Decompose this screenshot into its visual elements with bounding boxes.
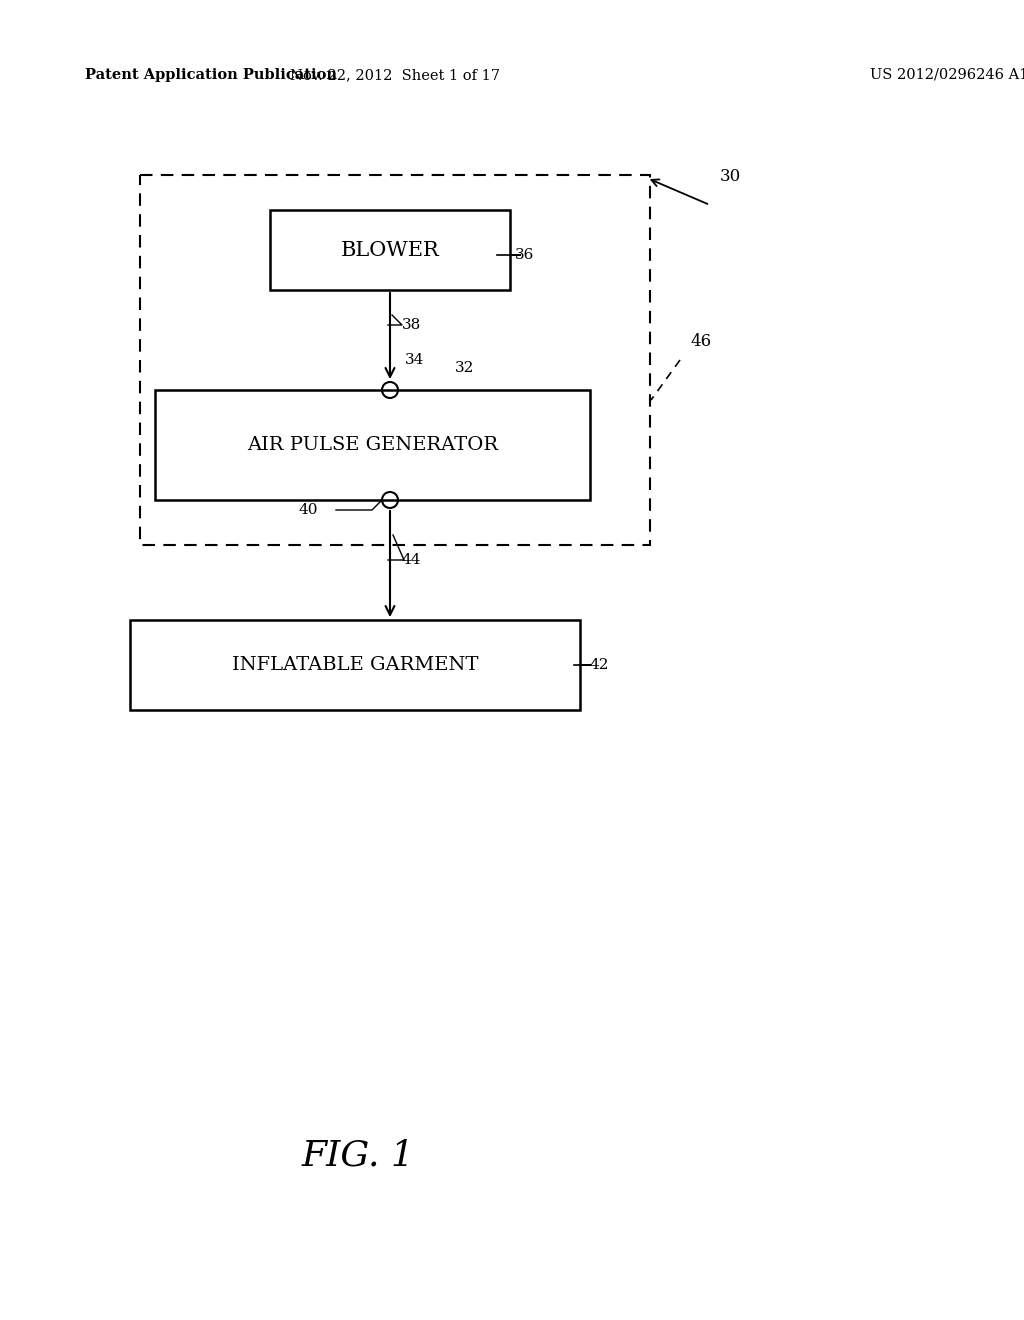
Text: US 2012/0296246 A1: US 2012/0296246 A1 <box>870 69 1024 82</box>
Text: 40: 40 <box>299 503 318 517</box>
Text: 44: 44 <box>402 553 422 568</box>
Text: INFLATABLE GARMENT: INFLATABLE GARMENT <box>231 656 478 675</box>
Bar <box>140 176 650 545</box>
Text: 42: 42 <box>590 657 609 672</box>
Text: 32: 32 <box>455 360 474 375</box>
Bar <box>130 620 580 710</box>
Text: 36: 36 <box>515 248 535 261</box>
Bar <box>155 389 590 500</box>
Text: 30: 30 <box>720 168 741 185</box>
Text: 38: 38 <box>402 318 421 333</box>
Text: BLOWER: BLOWER <box>341 240 439 260</box>
Text: 34: 34 <box>406 352 424 367</box>
Text: 46: 46 <box>690 333 711 350</box>
Text: AIR PULSE GENERATOR: AIR PULSE GENERATOR <box>247 436 498 454</box>
Text: Nov. 22, 2012  Sheet 1 of 17: Nov. 22, 2012 Sheet 1 of 17 <box>290 69 500 82</box>
Bar <box>270 210 510 290</box>
Text: Patent Application Publication: Patent Application Publication <box>85 69 337 82</box>
Text: FIG. 1: FIG. 1 <box>302 1138 415 1172</box>
